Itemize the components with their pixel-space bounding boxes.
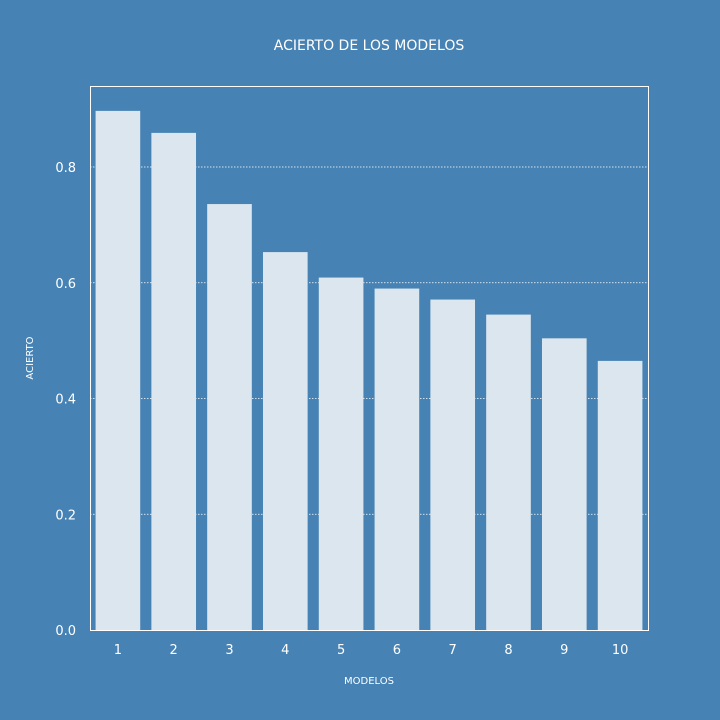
chart-title: ACIERTO DE LOS MODELOS: [274, 38, 465, 54]
y-tick-label: 0.0: [55, 624, 76, 639]
bar-1: [95, 110, 141, 630]
x-tick-label: 10: [612, 643, 629, 658]
x-tick-label: 2: [170, 643, 178, 658]
bar-10: [597, 360, 643, 630]
y-axis-label: ACIERTO: [25, 336, 36, 379]
x-tick-label: 9: [560, 643, 568, 658]
bar-6: [374, 288, 420, 630]
x-tick-label: 1: [114, 643, 122, 658]
x-tick-label: 6: [393, 643, 401, 658]
y-tick-label: 0.8: [55, 161, 76, 176]
x-tick-label: 7: [449, 643, 457, 658]
x-tick-label: 3: [225, 643, 233, 658]
bars: [95, 110, 643, 631]
y-tick-label: 0.4: [55, 393, 76, 408]
bar-9: [541, 338, 587, 630]
y-tick-label: 0.6: [55, 277, 76, 292]
x-tick-label: 8: [504, 643, 512, 658]
bar-3: [207, 204, 252, 630]
plot-frame: [90, 86, 649, 631]
bar-8: [486, 314, 531, 630]
x-tick-label: 4: [281, 643, 289, 658]
x-axis-label: MODELOS: [344, 676, 394, 687]
bar-5: [318, 277, 364, 630]
bar-4: [262, 252, 308, 630]
bar-2: [151, 132, 197, 631]
x-tick-label: 5: [337, 643, 345, 658]
x-ticks: 1 2 3 4 5 6 7 8 9 10: [114, 643, 629, 658]
y-tick-label: 0.2: [55, 508, 76, 523]
bar-7: [430, 299, 476, 630]
y-ticks: 0.0 0.2 0.4 0.6 0.8: [55, 161, 76, 639]
